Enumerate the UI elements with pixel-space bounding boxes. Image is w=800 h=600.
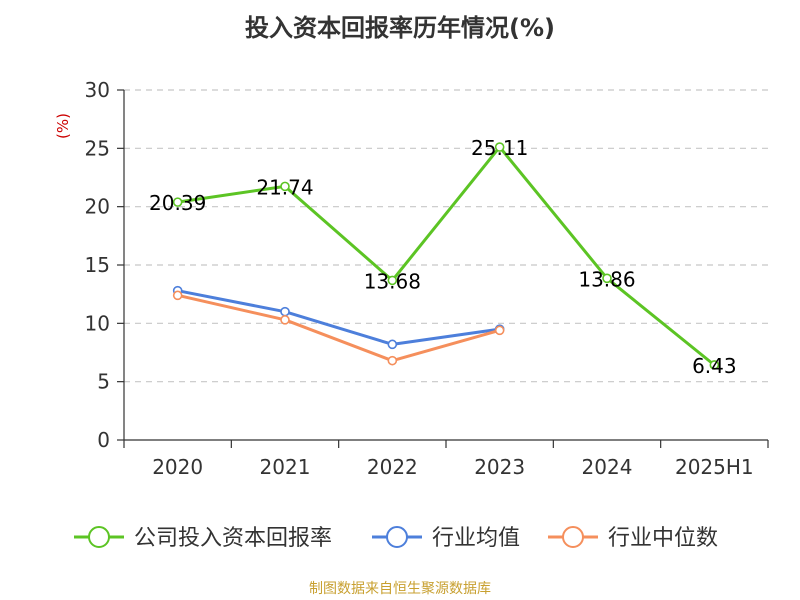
- legend-marker: [386, 526, 408, 548]
- x-tick-label: 2021: [260, 455, 311, 479]
- y-tick-label: 0: [97, 428, 110, 452]
- series-line: [177, 289, 500, 346]
- source-note: 制图数据来自恒生聚源数据库: [309, 581, 491, 597]
- data-point: [172, 197, 183, 207]
- y-tick-label: 10: [85, 311, 110, 335]
- data-point: [709, 360, 720, 370]
- legend-label: 公司投入资本回报率: [134, 526, 332, 551]
- legend-label: 行业中位数: [608, 526, 718, 551]
- series-line: [177, 145, 716, 367]
- data-label: 13.86: [578, 267, 635, 291]
- data-label: 13.68: [364, 269, 421, 293]
- x-tick-label: 2023: [474, 455, 525, 479]
- data-point: [387, 275, 398, 286]
- data-point: [280, 315, 290, 325]
- data-label: 6.43: [692, 354, 737, 378]
- legend-label: 行业均值: [432, 526, 520, 551]
- y-tick-label: 30: [85, 78, 110, 102]
- x-tick-label: 2022: [367, 455, 418, 479]
- y-tick-label: 15: [85, 253, 110, 277]
- data-point: [387, 355, 398, 366]
- data-point: [494, 142, 505, 152]
- data-point: [602, 273, 612, 284]
- x-tick-label: 2025H1: [675, 455, 754, 479]
- series-line: [177, 293, 501, 363]
- data-point: [280, 306, 290, 317]
- data-label: 21.74: [256, 175, 313, 199]
- legend-marker: [88, 526, 110, 548]
- y-axis-label: (%): [54, 113, 72, 139]
- y-tick-label: 5: [97, 370, 110, 394]
- chart-title: 投入资本回报率历年情况(%): [245, 14, 555, 42]
- data-point: [387, 339, 398, 350]
- x-tick-label: 2020: [152, 455, 203, 479]
- data-label: 25.11: [471, 136, 528, 160]
- data-point: [172, 290, 183, 301]
- data-label: 20.39: [149, 191, 206, 215]
- data-point: [494, 325, 505, 336]
- y-tick-label: 20: [85, 195, 110, 219]
- legend-marker: [562, 526, 584, 548]
- y-tick-label: 25: [85, 136, 110, 160]
- x-tick-label: 2024: [582, 455, 633, 479]
- data-point: [280, 181, 290, 192]
